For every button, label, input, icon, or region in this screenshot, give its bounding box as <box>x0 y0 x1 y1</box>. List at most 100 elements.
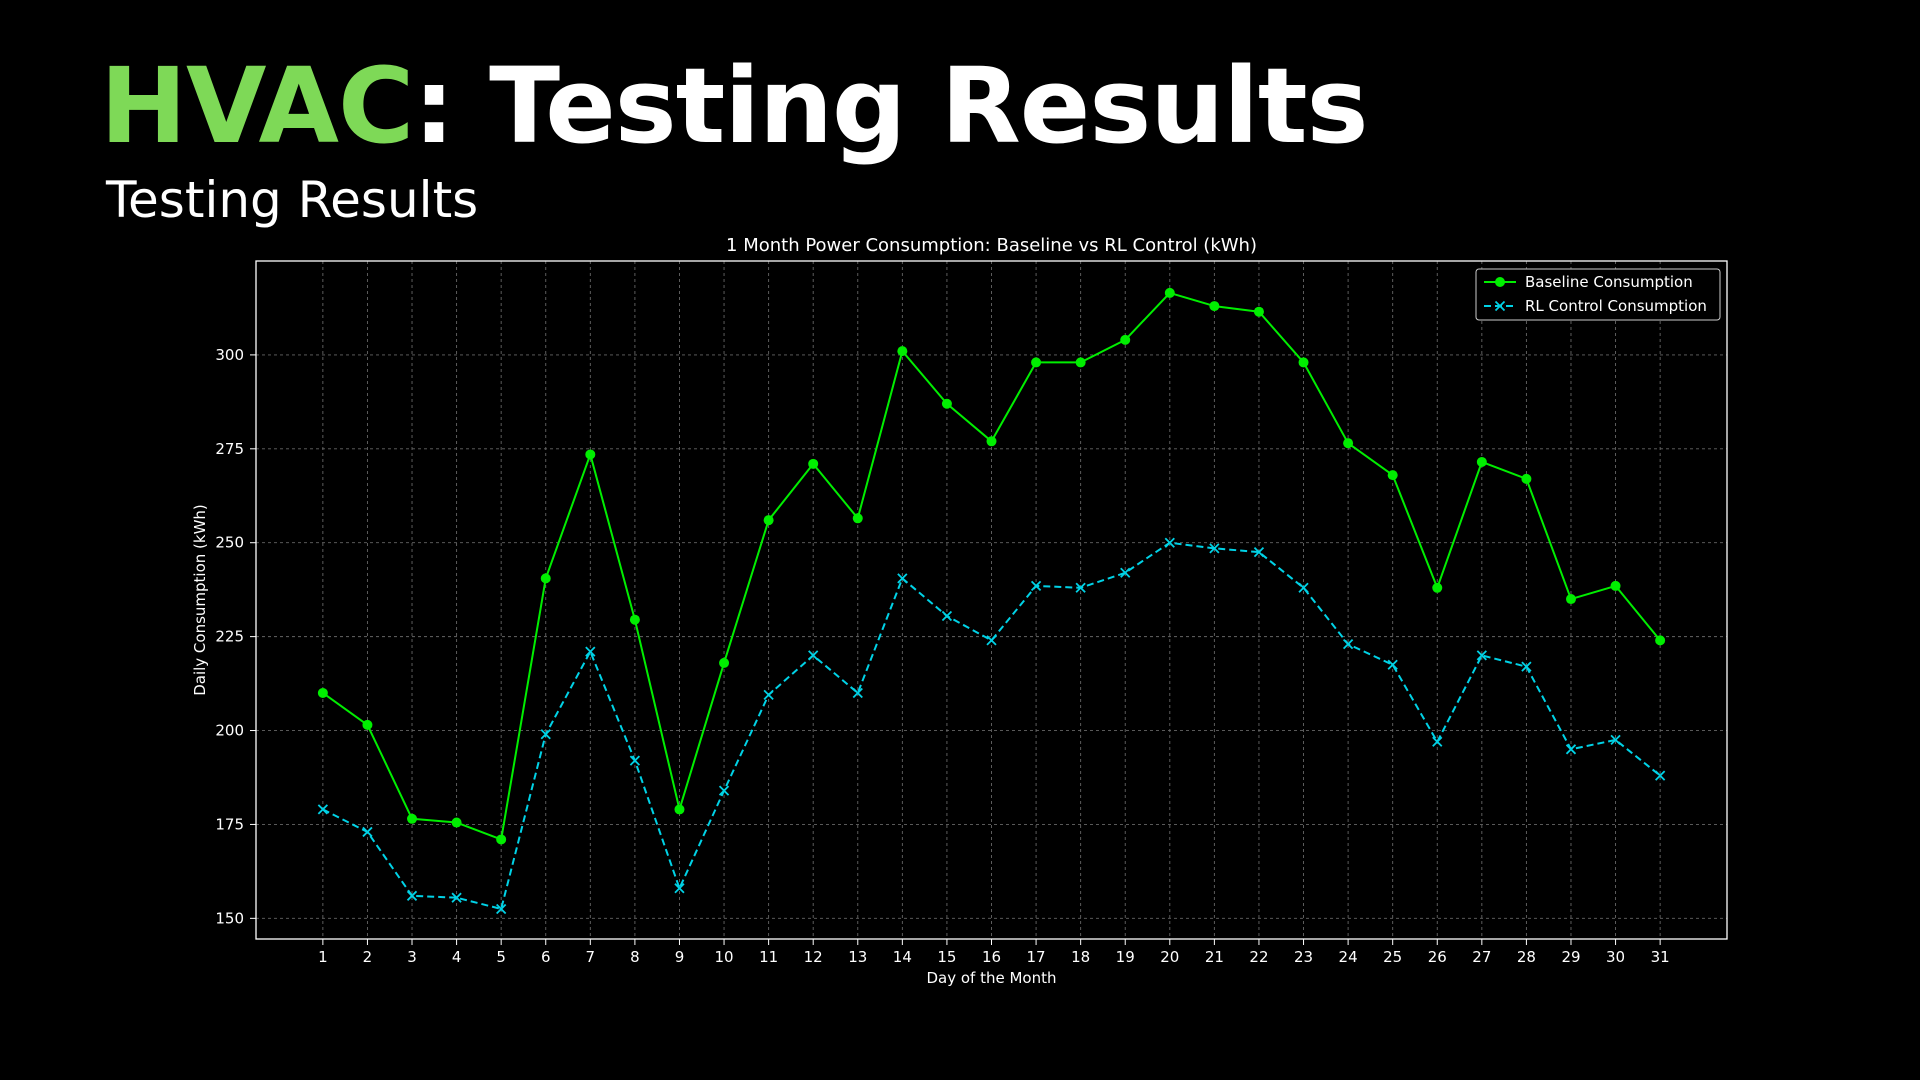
x-tick-label: 30 <box>1606 948 1625 966</box>
data-point-baseline <box>1120 334 1131 345</box>
x-tick-label: 11 <box>759 948 778 966</box>
x-tick-label: 3 <box>407 948 417 966</box>
data-point-rl-control <box>852 687 863 699</box>
data-point-baseline <box>1476 456 1487 467</box>
data-point-rl-control <box>1342 638 1354 650</box>
data-point-rl-control <box>1075 582 1086 593</box>
x-tick-label: 23 <box>1294 948 1313 966</box>
data-point-rl-control <box>496 903 507 915</box>
legend-marker <box>1495 277 1505 287</box>
data-point-rl-control <box>406 890 418 901</box>
data-point-baseline <box>1253 306 1264 317</box>
x-tick-label: 27 <box>1472 948 1491 966</box>
x-tick-label: 21 <box>1205 948 1224 966</box>
slide-subtitle: Testing Results <box>106 171 479 229</box>
y-tick-label: 150 <box>215 909 244 927</box>
data-point-baseline <box>763 515 774 526</box>
x-tick-label: 10 <box>714 948 733 966</box>
legend-swatch-baseline <box>1484 277 1516 287</box>
data-point-baseline <box>1387 470 1398 481</box>
data-point-rl-control <box>1387 659 1398 670</box>
legend-item-rl-control: RL Control Consumption <box>1484 297 1707 315</box>
x-tick-label: 9 <box>675 948 685 966</box>
title-rest: : Testing Results <box>413 45 1368 167</box>
data-point-rl-control <box>1164 537 1175 548</box>
x-tick-label: 7 <box>586 948 596 966</box>
data-point-rl-control <box>317 804 329 815</box>
data-point-rl-control <box>1253 546 1265 558</box>
data-point-baseline <box>451 817 462 828</box>
data-point-rl-control <box>1432 736 1443 747</box>
x-tick-label: 15 <box>937 948 956 966</box>
data-point-baseline <box>540 573 551 584</box>
y-tick-label: 275 <box>215 440 244 458</box>
data-point-baseline <box>674 804 685 815</box>
data-point-rl-control <box>451 892 462 903</box>
data-point-rl-control <box>1476 650 1487 661</box>
x-tick-label: 12 <box>804 948 823 966</box>
y-tick-label: 200 <box>215 722 244 740</box>
data-point-rl-control <box>362 826 373 838</box>
x-tick-label: 6 <box>541 948 551 966</box>
data-point-rl-control <box>1654 770 1666 781</box>
data-point-rl-control <box>763 689 774 700</box>
data-point-baseline <box>1343 438 1354 449</box>
data-point-rl-control <box>1209 543 1220 554</box>
x-tick-label: 24 <box>1339 948 1358 966</box>
x-tick-label: 1 <box>318 948 328 966</box>
data-point-baseline <box>317 687 328 698</box>
legend-item-baseline: Baseline Consumption <box>1484 273 1693 291</box>
x-tick-label: 5 <box>496 948 506 966</box>
data-point-baseline <box>407 813 418 824</box>
legend-label-rl-control: RL Control Consumption <box>1525 297 1707 315</box>
data-point-baseline <box>1209 301 1220 312</box>
chart-title: 1 Month Power Consumption: Baseline vs R… <box>726 235 1257 256</box>
x-tick-label: 29 <box>1561 948 1580 966</box>
data-point-rl-control <box>986 635 997 646</box>
x-tick-label: 14 <box>893 948 912 966</box>
x-tick-label: 31 <box>1651 948 1670 966</box>
x-tick-label: 26 <box>1428 948 1447 966</box>
data-point-rl-control <box>585 646 596 657</box>
y-tick-label: 250 <box>215 534 244 552</box>
data-point-rl-control <box>540 729 551 740</box>
data-point-baseline <box>1432 582 1443 593</box>
y-tick-label: 225 <box>215 628 244 646</box>
series-line-baseline <box>322 291 1661 841</box>
data-point-rl-control <box>941 610 953 622</box>
data-point-baseline <box>1075 357 1086 368</box>
legend: Baseline Consumption RL Control Consumpt… <box>1475 268 1721 321</box>
data-point-baseline <box>808 458 819 469</box>
title-accent: HVAC <box>100 45 414 167</box>
data-point-rl-control <box>1565 744 1577 755</box>
data-point-rl-control <box>1521 661 1532 672</box>
legend-marker <box>1494 300 1506 312</box>
data-point-baseline <box>1565 594 1576 605</box>
data-point-baseline <box>1031 357 1042 368</box>
x-axis-label: Day of the Month <box>926 969 1056 987</box>
x-tick-label: 25 <box>1383 948 1402 966</box>
data-point-rl-control <box>629 755 641 766</box>
x-tick-label: 2 <box>363 948 373 966</box>
legend-box <box>1475 268 1721 321</box>
data-point-rl-control <box>718 785 730 796</box>
data-point-baseline <box>496 834 507 845</box>
x-tick-label: 22 <box>1249 948 1268 966</box>
data-point-baseline <box>629 614 640 625</box>
data-point-baseline <box>897 346 908 357</box>
legend-swatch-rl-control <box>1484 300 1516 312</box>
data-point-rl-control <box>1298 582 1309 593</box>
x-tick-label: 4 <box>452 948 462 966</box>
y-tick-label: 300 <box>215 346 244 364</box>
y-axis-label: Daily Consumption (kWh) <box>191 504 209 696</box>
data-point-baseline <box>1164 287 1175 298</box>
grid <box>256 261 1727 939</box>
data-point-rl-control <box>808 650 819 661</box>
data-point-baseline <box>1298 357 1309 368</box>
data-point-baseline <box>1655 635 1666 646</box>
data-point-rl-control <box>1610 734 1621 746</box>
data-point-baseline <box>719 657 730 668</box>
legend-label-baseline: Baseline Consumption <box>1525 273 1693 291</box>
x-tick-label: 28 <box>1517 948 1536 966</box>
series-layer <box>317 287 1666 915</box>
